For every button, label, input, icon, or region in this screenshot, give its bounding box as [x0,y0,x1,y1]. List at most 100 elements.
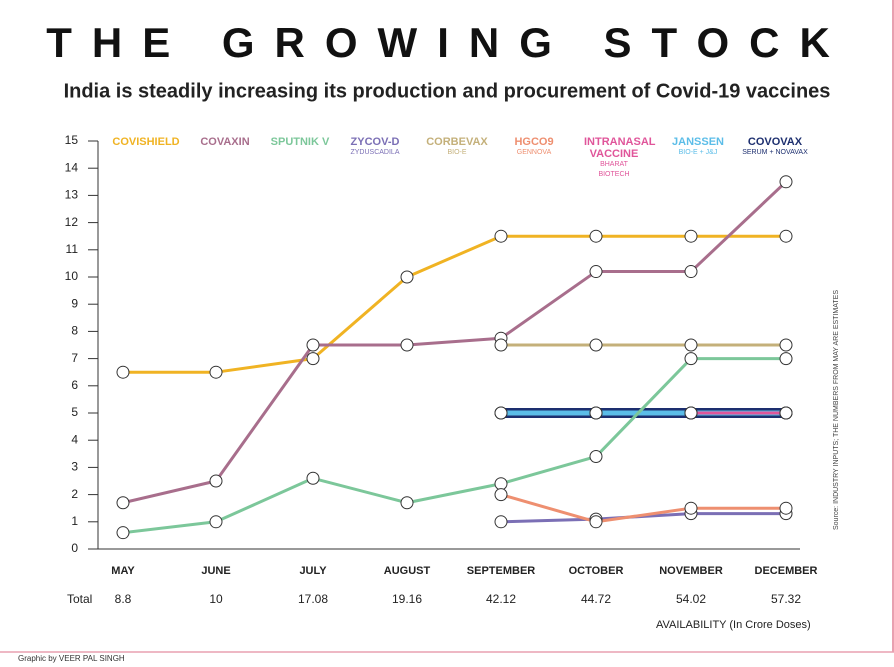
y-tick-label: 2 [71,487,78,501]
total-value: 42.12 [486,592,516,606]
y-tick-label: 11 [66,242,79,256]
legend-entry: SPUTNIK V [261,136,339,148]
legend-label: CORBEVAX [426,136,488,148]
legend-entry: INTRANASAL VACCINE BHARAT BIOTECH [584,136,656,180]
point [494,406,508,420]
point [779,501,793,515]
point [589,450,603,464]
point [209,515,223,529]
y-tick-label: 12 [65,215,79,229]
y-tick-label: 3 [71,460,78,474]
y-tick-label: 9 [71,296,78,310]
legend-label: INTRANASAL VACCINE [584,136,656,160]
point [589,338,603,352]
x-axis-label: AVAILABILITY (In Crore Doses) [656,619,811,631]
x-tick-label: MAY [111,565,135,577]
point [684,352,698,366]
point [779,229,793,243]
point [589,229,603,243]
total-label: Total [67,592,92,606]
x-tick-label: DECEMBER [755,565,818,577]
point [684,338,698,352]
total-value: 8.8 [115,592,132,606]
legend-label: COVAXIN [200,136,250,148]
point [494,488,508,502]
point [684,265,698,279]
point [494,229,508,243]
legend-label: SPUTNIK V [270,136,330,148]
series-line [122,357,786,535]
legend-sublabel: GENNOVA [516,149,552,156]
series-line [122,180,788,505]
total-value: 19.16 [392,592,422,606]
y-tick-label: 5 [71,405,78,419]
y-tick-label: 1 [71,514,78,528]
legend-sublabel: BHARAT BIOTECH [598,161,630,178]
y-tick-label: 10 [65,269,79,283]
point [494,515,508,529]
point [306,338,320,352]
point [116,496,130,510]
point [209,474,223,488]
point [209,365,223,379]
legend-entry: COVAXIN [186,136,264,148]
x-tick-label: OCTOBER [569,565,624,577]
legend-label: ZYCOV-D [350,136,400,148]
point [494,338,508,352]
point [779,175,793,189]
legend-sublabel: ZYDUSCADILA [350,149,400,156]
y-tick-label: 4 [71,432,78,446]
y-tick-label: 14 [65,160,79,174]
point [684,501,698,515]
legend-entry: COVISHIELD [107,136,185,148]
x-tick-label: AUGUST [384,565,431,577]
point [684,229,698,243]
point [116,526,130,540]
legend-label: JANSSEN [672,136,724,148]
total-value: 57.32 [771,592,801,606]
legend-sublabel: SERUM + NOVAVAX [742,149,808,156]
legend-entry: HGCO9 GENNOVA [495,136,573,158]
point [306,471,320,485]
point [779,338,793,352]
total-value: 10 [209,592,223,606]
point [589,406,603,420]
point [306,352,320,366]
point [589,515,603,529]
title: THE GROWING STOCK [46,19,850,66]
legend-label: COVISHIELD [112,136,180,148]
legend-sublabel: BIO-E [447,149,467,156]
y-tick-label: 13 [65,188,79,202]
total-value: 17.08 [298,592,328,606]
point [400,496,414,510]
total-value: 44.72 [581,592,611,606]
y-tick-label: 6 [71,378,78,392]
point [494,477,508,491]
series-line [500,493,786,524]
legend-entry: JANSSEN BIO-E + J&J [659,136,737,158]
source: Source: INDUSTRY INPUTS; THE NUMBERS FRO… [833,290,840,530]
point [589,265,603,279]
x-tick-label: JUNE [201,565,230,577]
credit: Graphic by VEER PAL SINGH [18,654,125,663]
legend-label: HGCO9 [514,136,554,148]
point [779,352,793,366]
x-tick-label: SEPTEMBER [467,565,536,577]
point [684,406,698,420]
legend-label: COVOVAX [747,136,803,148]
point [116,365,130,379]
legend-sublabel: BIO-E + J&J [678,149,718,156]
y-tick-label: 7 [71,351,78,365]
point [400,338,414,352]
x-tick-label: NOVEMBER [659,565,723,577]
legend-entry: ZYCOV-D ZYDUSCADILA [336,136,414,158]
y-tick-label: 15 [65,133,79,147]
legend-entry: COVOVAX SERUM + NOVAVAX [736,136,814,158]
point [400,270,414,284]
y-tick-label: 8 [71,324,78,338]
x-tick-label: JULY [299,565,327,577]
total-value: 54.02 [676,592,706,606]
legend-entry: CORBEVAX BIO-E [418,136,496,158]
